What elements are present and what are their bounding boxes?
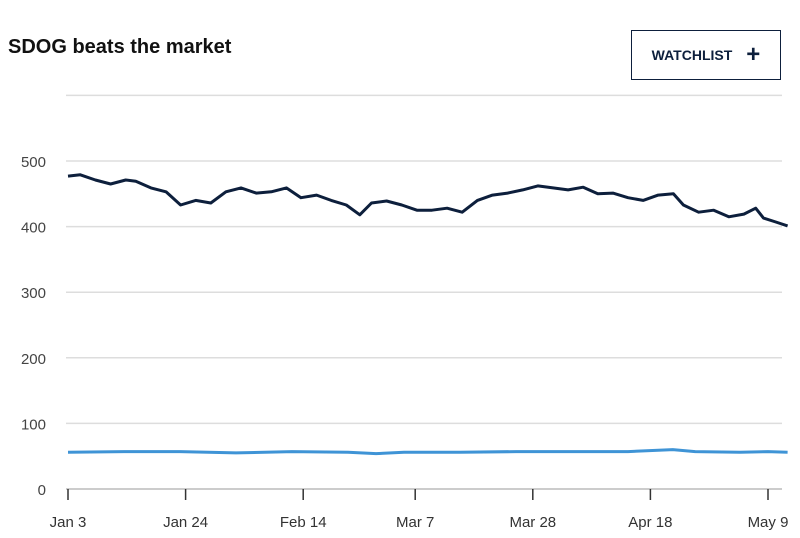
series-line-sdog (67, 173, 789, 228)
series-line-market (67, 448, 788, 456)
y-tick-label: 400 (21, 220, 46, 237)
y-tick-label: 100 (21, 416, 46, 433)
x-tick-label: Feb 14 (280, 514, 327, 531)
y-tick-label: 0 (38, 482, 46, 499)
x-tick-label: May 9 (748, 514, 789, 531)
watchlist-label: WATCHLIST (651, 47, 733, 63)
x-tick-label: Jan 24 (163, 514, 208, 531)
plus-icon: + (746, 41, 761, 68)
watchlist-button[interactable]: WATCHLIST + (631, 30, 781, 80)
x-tick-label: Apr 18 (628, 514, 672, 531)
y-tick-label: 200 (21, 351, 46, 368)
x-tick-label: Mar 7 (396, 514, 434, 531)
x-tick-label: Jan 3 (50, 514, 87, 531)
y-tick-label: 500 (21, 154, 46, 171)
chart-title: SDOG beats the market (8, 36, 232, 58)
x-tick-label: Mar 28 (509, 514, 556, 531)
y-tick-label: 300 (21, 285, 46, 302)
